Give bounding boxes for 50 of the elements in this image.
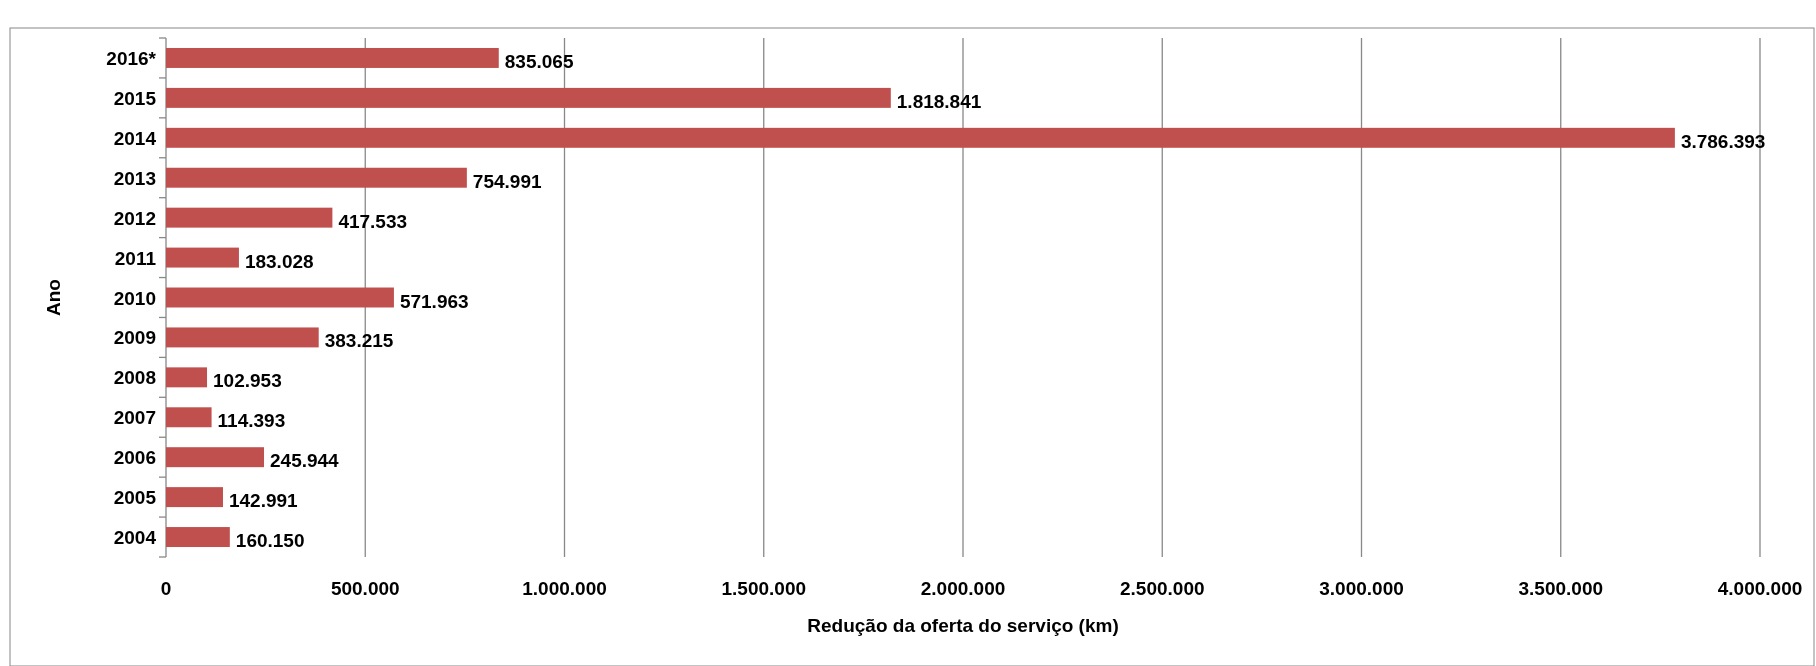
data-label: 754.991 bbox=[472, 170, 542, 192]
data-label: 1.818.841 bbox=[896, 90, 982, 112]
data-label: 183.028 bbox=[244, 250, 314, 272]
x-axis-title: Redução da oferta do serviço (km) bbox=[807, 615, 1119, 636]
bar bbox=[166, 407, 212, 428]
bar bbox=[166, 367, 208, 388]
data-label: 160.150 bbox=[235, 530, 305, 552]
bar bbox=[166, 527, 230, 548]
x-tick-label: 0 bbox=[160, 578, 172, 599]
y-axis-title: Ano bbox=[43, 279, 64, 316]
bar bbox=[166, 207, 333, 228]
y-tick-label: 2010 bbox=[113, 287, 156, 309]
data-label: 835.065 bbox=[504, 50, 574, 72]
bar bbox=[166, 167, 467, 188]
x-tick-label: 500.000 bbox=[330, 578, 400, 599]
x-tick-label: 2.000.000 bbox=[920, 578, 1006, 599]
data-label: 383.215 bbox=[324, 330, 394, 352]
y-tick-label: 2004 bbox=[113, 527, 157, 549]
y-tick-label: 2015 bbox=[113, 87, 157, 109]
x-tick-label: 2.500.000 bbox=[1119, 578, 1205, 599]
bar bbox=[166, 447, 265, 468]
data-label: 571.963 bbox=[399, 290, 469, 312]
y-tick-label: 2014 bbox=[113, 127, 157, 149]
bar bbox=[166, 247, 239, 268]
data-label: 102.953 bbox=[213, 370, 282, 392]
data-label: 114.393 bbox=[217, 410, 286, 432]
y-tick-label: 2009 bbox=[113, 327, 156, 349]
data-label: 245.944 bbox=[270, 450, 340, 472]
bar bbox=[166, 287, 394, 308]
bar bbox=[166, 127, 1675, 148]
y-tick-label: 2006 bbox=[113, 447, 156, 469]
x-tick-label: 3.500.000 bbox=[1518, 578, 1604, 599]
x-tick-label: 1.500.000 bbox=[721, 578, 807, 599]
y-tick-label: 2008 bbox=[113, 367, 156, 389]
bar bbox=[166, 327, 319, 348]
x-tick-label: 4.000.000 bbox=[1717, 578, 1803, 599]
y-tick-label: 2016* bbox=[106, 47, 157, 69]
y-tick-label: 2012 bbox=[113, 207, 156, 229]
x-tick-label: 3.000.000 bbox=[1319, 578, 1404, 599]
data-label: 3.786.393 bbox=[1680, 130, 1766, 152]
bar bbox=[166, 487, 223, 508]
bar bbox=[166, 87, 891, 108]
y-tick-label: 2007 bbox=[113, 407, 156, 429]
data-label: 142.991 bbox=[228, 490, 299, 512]
y-tick-label: 2011 bbox=[114, 247, 157, 269]
y-tick-label: 2005 bbox=[113, 487, 157, 509]
y-tick-label: 2013 bbox=[113, 167, 156, 189]
x-tick-label: 1.000.000 bbox=[522, 578, 607, 599]
bar bbox=[166, 47, 499, 68]
data-label: 417.533 bbox=[338, 210, 408, 232]
